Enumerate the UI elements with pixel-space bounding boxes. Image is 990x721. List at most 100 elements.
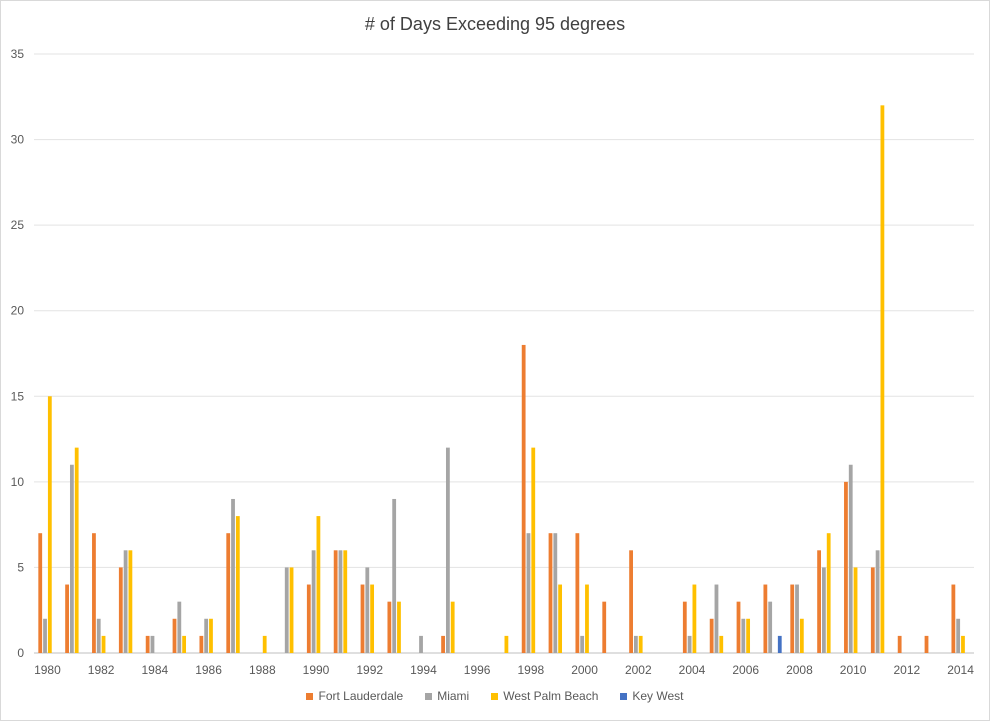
bar-west-palm-beach-1985 [182, 635, 187, 653]
legend-item: West Palm Beach [491, 689, 598, 703]
legend-label: Key West [632, 689, 684, 703]
bar-key-west-2007 [777, 635, 782, 653]
bar-fort-lauderdale-2000 [575, 533, 580, 653]
bar-fort-lauderdale-1995 [441, 635, 445, 653]
bar-fort-lauderdale-1999 [548, 533, 553, 653]
y-tick-label: 0 [17, 646, 24, 660]
bar-miami-1980 [43, 618, 47, 653]
bar-miami-2007 [768, 601, 773, 653]
bar-miami-1982 [96, 618, 101, 653]
gridlines [34, 53, 974, 654]
bar-fort-lauderdale-1986 [199, 635, 204, 653]
bar-west-palm-beach-2004 [692, 584, 697, 653]
bar-miami-2014 [956, 618, 961, 653]
bar-miami-2011 [875, 550, 880, 653]
bar-fort-lauderdale-2006 [736, 601, 741, 653]
legend-label: West Palm Beach [503, 689, 599, 703]
x-tick-label: 1990 [303, 663, 330, 677]
bar-fort-lauderdale-1998 [521, 344, 526, 653]
legend-swatch [491, 692, 499, 700]
legend: Fort Lauderdale Miami West Palm Beach Key W… [0, 689, 990, 703]
bar-miami-1999 [553, 533, 558, 653]
bar-miami-1981 [69, 464, 74, 653]
bar-miami-2010 [848, 464, 853, 653]
y-tick-label: 25 [11, 218, 25, 232]
x-tick-label: 1982 [88, 663, 115, 677]
bar-west-palm-beach-1991 [343, 550, 348, 653]
bars [38, 105, 965, 654]
bar-west-palm-beach-2008 [799, 618, 804, 653]
bar-miami-1989 [284, 567, 289, 653]
bar-west-palm-beach-1995 [450, 601, 455, 653]
bar-miami-2004 [687, 635, 692, 653]
bar-fort-lauderdale-2009 [817, 550, 821, 653]
x-tick-label: 1986 [195, 663, 222, 677]
bar-fort-lauderdale-2014 [951, 584, 956, 653]
bar-fort-lauderdale-2007 [763, 584, 768, 653]
bar-miami-2002 [633, 635, 638, 653]
x-tick-label: 2010 [840, 663, 867, 677]
bar-west-palm-beach-2006 [746, 618, 751, 653]
bar-west-palm-beach-1997 [504, 635, 509, 653]
bar-fort-lauderdale-2004 [682, 601, 687, 653]
bar-miami-2000 [580, 635, 585, 653]
legend-label: Fort Lauderdale [318, 689, 404, 703]
x-tick-label: 1992 [356, 663, 383, 677]
bar-miami-1986 [204, 618, 209, 653]
bar-miami-1985 [177, 601, 182, 653]
legend-item: Miami [425, 689, 469, 703]
bar-miami-1987 [231, 498, 235, 653]
bar-fort-lauderdale-2002 [629, 550, 633, 653]
x-tick-label: 1984 [142, 663, 169, 677]
bar-west-palm-beach-1988 [262, 635, 267, 653]
bar-fort-lauderdale-1984 [145, 635, 150, 653]
bar-west-palm-beach-1981 [74, 447, 79, 653]
bar-miami-1983 [123, 550, 128, 653]
bar-miami-1993 [392, 498, 397, 653]
bar-west-palm-beach-1993 [397, 601, 401, 653]
bar-fort-lauderdale-1983 [118, 567, 123, 653]
bar-west-palm-beach-1992 [370, 584, 375, 653]
bar-fort-lauderdale-2008 [790, 584, 795, 653]
bar-west-palm-beach-2014 [961, 635, 965, 653]
bar-fort-lauderdale-1981 [65, 584, 69, 653]
chart-title: # of Days Exceeding 95 degrees [364, 14, 626, 34]
legend-item: Fort Lauderdale [306, 689, 403, 703]
x-tick-label: 1996 [464, 663, 491, 677]
bar-west-palm-beach-1980 [47, 396, 52, 653]
x-tick-label: 2012 [894, 663, 921, 677]
bar-miami-2005 [714, 584, 719, 653]
bar-fort-lauderdale-2012 [897, 635, 902, 653]
bar-fort-lauderdale-1990 [306, 584, 311, 653]
bar-west-palm-beach-1983 [128, 550, 133, 653]
bar-miami-1992 [365, 567, 370, 653]
x-tick-label: 2000 [571, 663, 598, 677]
bar-fort-lauderdale-1991 [333, 550, 338, 653]
x-tick-label: 2008 [786, 663, 813, 677]
y-tick-label: 15 [11, 389, 25, 403]
bar-west-palm-beach-2011 [880, 105, 885, 654]
bar-miami-1991 [338, 550, 343, 653]
legend-swatch [425, 692, 433, 700]
bar-fort-lauderdale-2001 [602, 601, 607, 653]
legend-label: Miami [437, 689, 470, 703]
y-tick-label: 5 [17, 560, 24, 574]
bar-miami-1984 [150, 635, 155, 653]
bar-fort-lauderdale-1982 [92, 533, 96, 653]
bar-miami-1995 [445, 447, 450, 653]
bar-miami-1990 [311, 550, 316, 653]
bar-west-palm-beach-1987 [235, 516, 240, 653]
legend-item: Key West [620, 689, 684, 703]
bar-miami-2009 [821, 567, 826, 653]
y-tick-label: 10 [11, 475, 25, 489]
bar-fort-lauderdale-2011 [870, 567, 875, 653]
bar-west-palm-beach-1998 [531, 447, 536, 653]
bar-fort-lauderdale-2013 [924, 635, 929, 653]
bar-fort-lauderdale-1980 [38, 533, 43, 653]
y-tick-label: 30 [11, 133, 25, 147]
bar-fort-lauderdale-1985 [172, 618, 177, 653]
legend-swatch [620, 692, 628, 700]
x-tick-label: 2014 [947, 663, 974, 677]
x-tick-label: 2004 [679, 663, 706, 677]
bar-west-palm-beach-1990 [316, 516, 321, 653]
